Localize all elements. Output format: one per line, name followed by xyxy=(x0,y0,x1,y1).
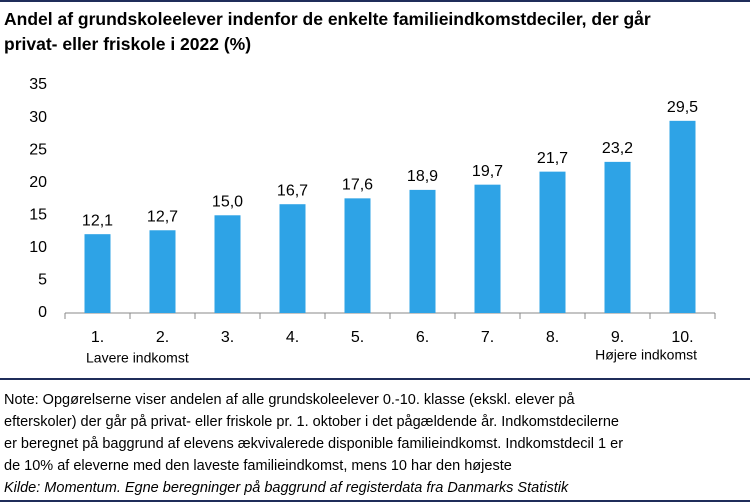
source: Kilde: Momentum. Egne beregninger på bag… xyxy=(4,480,569,496)
y-tick-label: 20 xyxy=(29,174,47,191)
x-tick-label: 9. xyxy=(611,329,624,346)
bar xyxy=(669,120,696,313)
value-label: 16,7 xyxy=(277,182,308,199)
y-tick-label: 5 xyxy=(38,272,47,289)
value-label: 19,7 xyxy=(472,163,503,180)
bar xyxy=(84,234,111,313)
note: Note: Opgørelserne viser andelen af alle… xyxy=(4,392,576,408)
y-tick-label: 30 xyxy=(29,109,47,126)
y-tick-label: 15 xyxy=(29,207,47,224)
note: de 10% af eleverne med den laveste famil… xyxy=(4,458,512,474)
value-label: 21,7 xyxy=(537,150,568,167)
x-tick-label: 6. xyxy=(416,329,429,346)
value-label: 12,1 xyxy=(82,212,113,229)
bar xyxy=(149,230,176,313)
y-tick-label: 10 xyxy=(29,239,47,256)
x-tick-label: 2. xyxy=(156,329,169,346)
value-label: 15,0 xyxy=(212,194,243,211)
x-tick-label: 5. xyxy=(351,329,364,346)
value-label: 29,5 xyxy=(667,99,698,116)
x-tick-label: 3. xyxy=(221,329,234,346)
bar xyxy=(409,189,436,313)
x-tick-label: 1. xyxy=(91,329,104,346)
value-label: 12,7 xyxy=(147,208,178,225)
x-tick-label: 7. xyxy=(481,329,494,346)
chart-title: Andel af grundskoleelever indenfor de en… xyxy=(4,9,651,29)
bar xyxy=(344,198,371,313)
y-tick-label: 0 xyxy=(38,304,47,321)
value-label: 17,6 xyxy=(342,177,373,194)
y-tick-label: 35 xyxy=(29,76,47,93)
bar xyxy=(604,161,631,313)
value-label: 23,2 xyxy=(602,140,633,157)
annotation: Højere indkomst xyxy=(595,347,697,363)
bar xyxy=(279,204,306,313)
x-tick-label: 4. xyxy=(286,329,299,346)
value-label: 18,9 xyxy=(407,168,438,185)
bar xyxy=(539,171,566,313)
note: efterskoler) der går på privat- eller fr… xyxy=(4,414,619,430)
bar xyxy=(474,184,501,313)
x-tick-label: 10. xyxy=(671,329,693,346)
annotation: Lavere indkomst xyxy=(86,350,189,366)
x-tick-label: 8. xyxy=(546,329,559,346)
note: er beregnet på baggrund af elevens ækviv… xyxy=(4,436,623,452)
y-tick-label: 25 xyxy=(29,141,47,158)
chart-title: privat- eller friskole i 2022 (%) xyxy=(4,34,251,54)
bar xyxy=(214,215,241,313)
